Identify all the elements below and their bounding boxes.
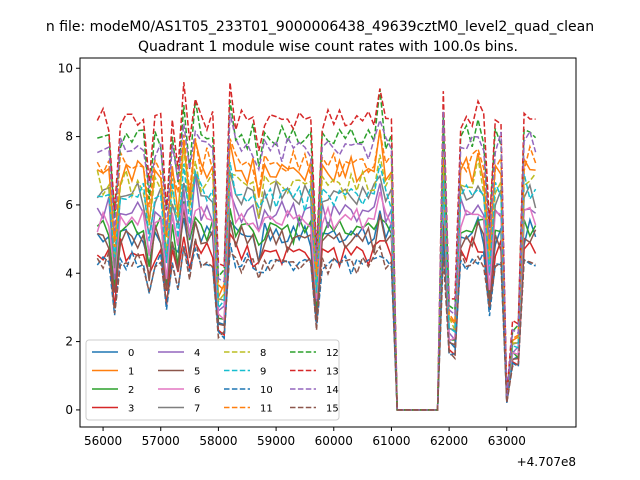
x-tick-label: 61000: [372, 434, 410, 448]
y-axis: 0 2 4 6 8 10: [58, 61, 80, 417]
y-tick-label: 8: [65, 130, 73, 144]
series-line-9: [97, 161, 537, 411]
x-axis: 56000 57000 58000 59000 60000 61000 62000 63000: [84, 427, 526, 448]
legend-label-12: 12: [326, 348, 339, 359]
x-tick-label: 62000: [430, 434, 468, 448]
x-tick-label: 59000: [257, 434, 295, 448]
legend-label-6: 6: [194, 385, 200, 396]
legend-label-2: 2: [128, 385, 134, 396]
series-line-14: [96, 110, 537, 411]
chart-title: Quadrant 1 module wise count rates with …: [138, 39, 518, 55]
legend-label-7: 7: [194, 404, 200, 415]
y-tick-label: 2: [65, 335, 73, 349]
y-tick-label: 6: [65, 198, 73, 212]
legend-label-14: 14: [326, 385, 339, 396]
legend-label-15: 15: [326, 404, 339, 415]
series-line-11: [96, 128, 537, 411]
legend-label-13: 13: [326, 367, 339, 378]
y-tick-label: 0: [65, 403, 73, 417]
legend-box: [85, 339, 340, 421]
chart-suptitle: n file: modeM0/AS1T05_233T01_9000006438_…: [46, 19, 594, 35]
series-line-6: [96, 180, 537, 411]
series-line-15: [96, 238, 536, 411]
y-tick-label: 4: [65, 266, 73, 280]
legend-label-3: 3: [128, 404, 134, 415]
x-offset-label: +4.707e8: [517, 455, 576, 469]
x-tick-label: 58000: [199, 434, 237, 448]
x-tick-label: 60000: [315, 434, 353, 448]
legend-label-5: 5: [194, 367, 200, 378]
legend-label-0: 0: [128, 348, 134, 359]
plot-frame: [79, 57, 577, 428]
series-layer: [96, 82, 537, 411]
x-tick-label: 56000: [84, 434, 122, 448]
legend-label-9: 9: [260, 367, 266, 378]
x-tick-label: 57000: [142, 434, 180, 448]
legend-label-11: 11: [260, 404, 273, 415]
y-tick-label: 10: [58, 61, 73, 75]
legend-label-4: 4: [194, 348, 200, 359]
legend-label-10: 10: [260, 385, 273, 396]
legend-label-8: 8: [260, 348, 266, 359]
legend-label-1: 1: [128, 367, 134, 378]
x-tick-label: 63000: [488, 434, 526, 448]
